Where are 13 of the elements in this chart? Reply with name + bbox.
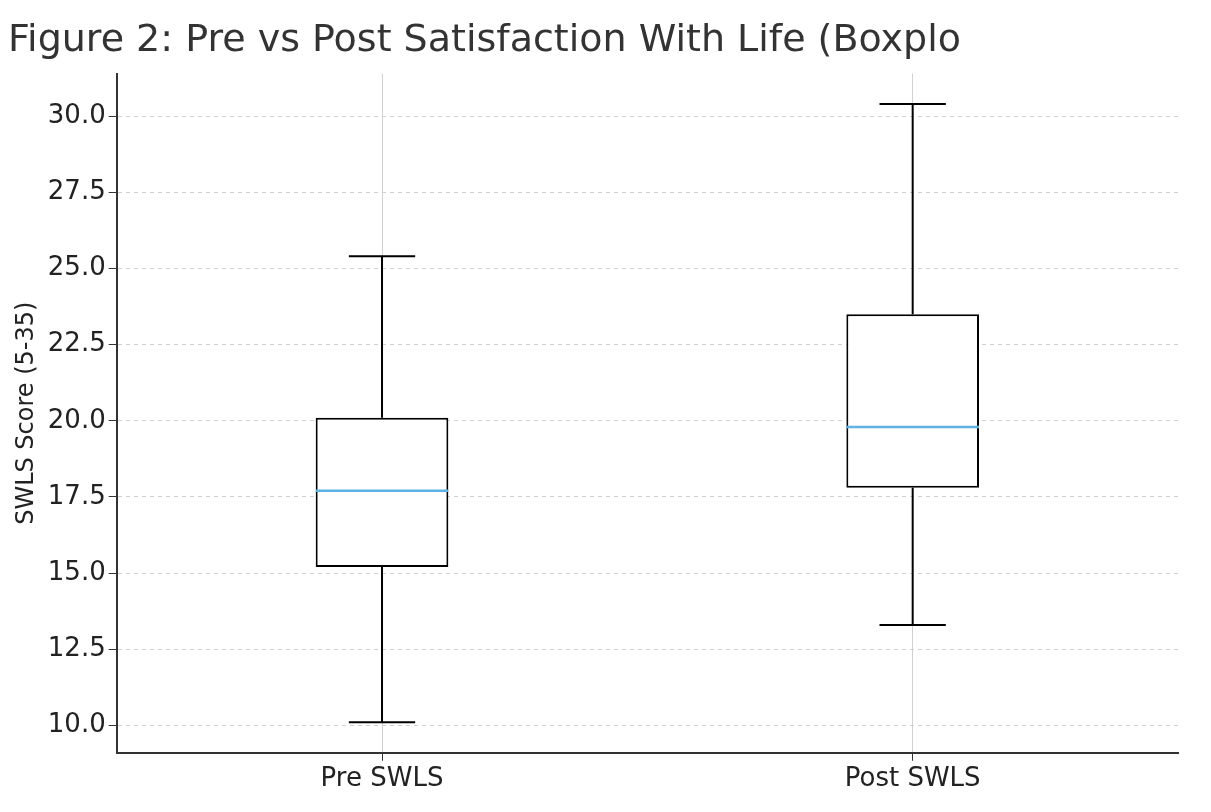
y-tick-label: 15.0 [47, 555, 106, 586]
y-tick-label: 10.0 [47, 708, 106, 739]
y-axis-title: SWLS Score (5-35) [10, 301, 39, 525]
x-tick-label: Pre SWLS [320, 762, 444, 793]
y-tick-label: 25.0 [47, 251, 106, 282]
x-tick-label: Post SWLS [844, 762, 981, 793]
y-tick-label: 30.0 [47, 98, 106, 129]
y-tick-label: 27.5 [47, 175, 106, 206]
y-tick-label: 20.0 [47, 403, 106, 434]
y-tick-label: 17.5 [47, 479, 106, 510]
y-tick-label: 12.5 [47, 631, 106, 662]
chart-title: Figure 2: Pre vs Post Satisfaction With Life (Boxplo [8, 15, 962, 60]
y-tick-label: 22.5 [47, 327, 106, 358]
